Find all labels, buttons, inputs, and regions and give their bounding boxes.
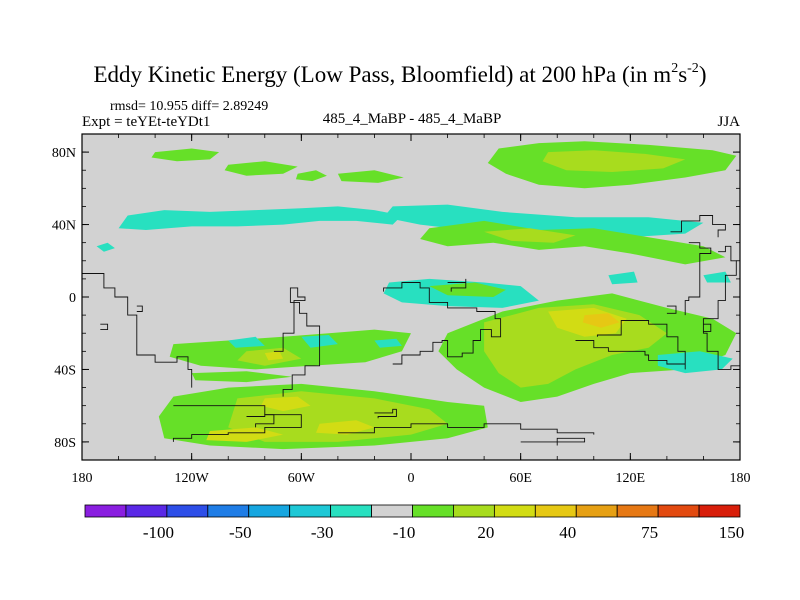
region-southern-jet-orange	[582, 313, 620, 328]
coastline-segment	[670, 215, 726, 238]
chart-title-main: Eddy Kinetic Energy (Low Pass, Bloomfiel…	[94, 62, 672, 87]
coastline-segment	[520, 437, 586, 446]
coastline-segment	[246, 414, 275, 428]
coastline-segment	[273, 287, 321, 397]
coastline-segment	[136, 305, 143, 312]
field-regions	[96, 141, 737, 450]
x-tick-label: 180	[730, 471, 751, 486]
colorbar-swatch	[698, 504, 741, 518]
colorbar-swatch	[84, 504, 127, 518]
region-arctic-mid-green	[224, 161, 298, 176]
coastline-segment	[337, 423, 595, 435]
colorbar-swatch	[657, 504, 700, 518]
colorbar-label: 20	[477, 523, 494, 542]
region-antarctic-yellow-3	[316, 420, 375, 435]
colorbar-swatch	[453, 504, 495, 518]
region-south-pacific-yellow	[264, 351, 284, 361]
y-tick-label: 80N	[52, 146, 76, 161]
region-equatorial-green	[429, 282, 506, 297]
colorbar-label: 150	[719, 523, 745, 542]
region-north-pacific-cyan	[118, 206, 402, 230]
colorbar-swatch	[493, 504, 536, 518]
x-tick-label: 120W	[175, 471, 210, 486]
colorbar-swatch	[534, 504, 577, 518]
expt-label: Expt = teYEt-teYDt1	[82, 114, 210, 130]
coastline-segment	[703, 323, 712, 332]
coastline-segment	[374, 408, 397, 419]
center-label: 485_4_MaBP - 485_4_MaBP	[323, 111, 502, 127]
region-pacific-cyan-spot	[96, 242, 115, 252]
region-antarctic-yellow-1	[261, 396, 311, 412]
colorbar-swatch	[575, 504, 618, 518]
season-label: JJA	[717, 114, 740, 130]
y-axis: 80N 40N 0 40S 80S	[52, 133, 740, 461]
x-tick-label: 0	[408, 471, 415, 486]
chart-title-superscript-1: 2	[671, 61, 678, 76]
colorbar-label: -10	[393, 523, 416, 542]
region-cyan-spot-2	[703, 271, 731, 283]
region-high-lat-green	[337, 170, 404, 183]
colorbar-swatch	[248, 504, 291, 518]
colorbar-label: 40	[559, 523, 576, 542]
x-tick-label: 60E	[509, 471, 532, 486]
x-tick-label: 60W	[288, 471, 316, 486]
coastline-segment	[666, 305, 677, 314]
region-south-pacific-green	[169, 329, 411, 370]
coastline-segment	[82, 273, 193, 388]
colorbar-swatch	[371, 504, 413, 518]
y-tick-label: 40S	[54, 363, 76, 378]
coastline-segment	[575, 320, 686, 370]
colorbar-swatch	[166, 504, 209, 518]
region-south-pacific-cyan-3	[228, 336, 265, 348]
coastlines	[82, 215, 740, 446]
colorbar-swatch	[289, 504, 332, 518]
y-tick-label: 0	[69, 291, 76, 306]
colorbar-label: -50	[229, 523, 252, 542]
chart-title-close: )	[699, 62, 707, 87]
region-antarctic-yellow-2	[206, 427, 284, 442]
region-jet-light-green	[484, 228, 576, 243]
chart-title: Eddy Kinetic Energy (Low Pass, Bloomfiel…	[94, 61, 707, 87]
colorbar-label: 75	[641, 523, 658, 542]
y-tick-label: 40N	[52, 219, 76, 234]
stats-label: rmsd= 10.955 diff= 2.89249	[110, 99, 268, 114]
coastline-segment	[383, 282, 502, 365]
chart-title-units: s	[678, 62, 687, 87]
region-arctic-green-blob	[295, 170, 327, 182]
colorbar-label: -100	[143, 523, 174, 542]
region-arctic-west-green	[151, 148, 220, 162]
colorbar-swatch	[412, 504, 454, 518]
y-tick-label: 80S	[54, 436, 76, 451]
colorbar-swatch	[330, 504, 372, 518]
colorbar-label: -30	[311, 523, 334, 542]
colorbar-swatch	[125, 504, 168, 518]
region-arctic-east-light-green	[542, 150, 686, 172]
coastline-segment	[684, 242, 712, 316]
coastline-segment	[172, 405, 302, 442]
x-tick-label: 180	[72, 471, 93, 486]
colorbar-swatch	[207, 504, 250, 518]
region-cyan-spot-1	[608, 271, 638, 285]
x-axis: 180 120W 60W 0 60E 120E 180	[72, 134, 751, 486]
colorbar-swatch	[616, 504, 659, 518]
x-tick-label: 120E	[616, 471, 646, 486]
colorbar: -100 -50 -30 -10 20 40 75 150	[84, 504, 745, 542]
region-indian-ocean-cyan	[657, 351, 733, 374]
region-midlat-green-strip	[191, 371, 293, 383]
coastline-segment	[702, 245, 740, 370]
chart-title-superscript-2: -2	[687, 61, 699, 76]
coastline-segment	[447, 278, 467, 292]
region-south-pacific-cyan-2	[374, 338, 402, 348]
coastline-segment	[100, 323, 109, 331]
